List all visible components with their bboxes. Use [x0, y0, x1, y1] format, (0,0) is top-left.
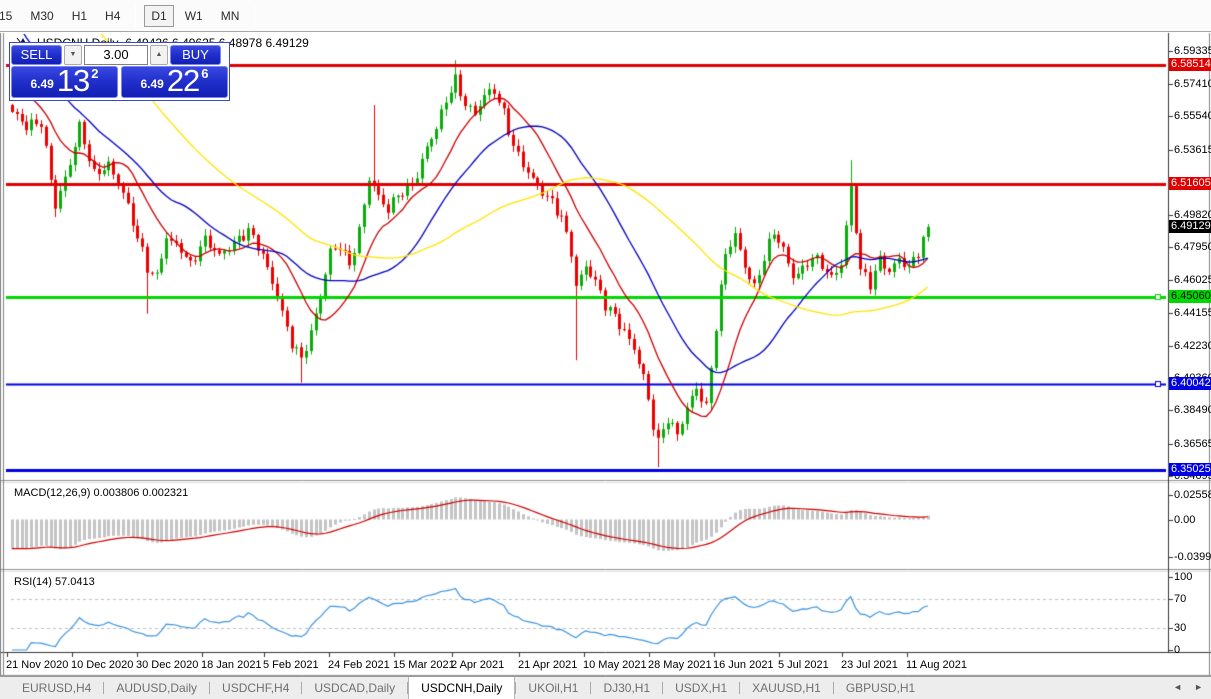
- period-button-15[interactable]: 15: [0, 8, 13, 23]
- tab-usdcad-daily[interactable]: USDCAD,Daily: [314, 681, 396, 695]
- bid-price-sup: 2: [91, 66, 99, 81]
- one-click-trading-panel: SELL ▼ ▲ BUY 6.49 13 2 6.49 22 6: [9, 42, 230, 101]
- axis-tick-label: 6.44155: [1174, 306, 1211, 319]
- axis-tick-label: 0.00: [1174, 513, 1196, 526]
- tab-separator: [832, 682, 834, 694]
- bid-price-big: 13: [56, 63, 90, 98]
- axis-tick-label: 6.47950: [1174, 241, 1211, 254]
- date-tick-label: 15 Mar 2021: [393, 659, 455, 671]
- date-tick-label: 23 Jul 2021: [841, 659, 898, 671]
- date-tick-label: 24 Feb 2021: [328, 659, 390, 671]
- buy-price-button[interactable]: 6.49 22 6: [121, 63, 228, 98]
- toolbar-separator: [254, 4, 256, 27]
- tab-gbpusd-h1[interactable]: GBPUSD,H1: [845, 681, 916, 695]
- axis-tick-label: 6.57410: [1174, 78, 1211, 91]
- date-tick-label: 16 Jun 2021: [713, 659, 774, 671]
- date-tick-label: 10 Dec 2020: [71, 659, 134, 671]
- axis-tick-label: 6.53615: [1174, 143, 1211, 156]
- axis-tick-label: 0.025587: [1174, 489, 1211, 502]
- date-tick-label: 11 Aug 2021: [906, 659, 967, 671]
- tab-separator: [103, 682, 105, 694]
- tab-separator: [407, 682, 409, 694]
- trade-price-row: 6.49 13 2 6.49 22 6: [10, 65, 229, 99]
- period-button-h4[interactable]: H4: [105, 8, 121, 23]
- axis-tick-label: 6.59335: [1174, 45, 1211, 57]
- axis-tick-label: 6.38490: [1174, 404, 1211, 417]
- level-price-label: 6.58514: [1169, 58, 1211, 72]
- tab-usdx-h1[interactable]: USDX,H1: [675, 681, 728, 695]
- toolbar-separator: [135, 4, 137, 27]
- macd-indicator-label: MACD(12,26,9) 0.003806 0.002321: [14, 487, 189, 499]
- date-tick-label: 5 Jul 2021: [778, 659, 829, 671]
- volume-increase-button[interactable]: ▲: [150, 44, 168, 65]
- sell-price-button[interactable]: 6.49 13 2: [11, 63, 118, 98]
- date-tick-label: 5 Feb 2021: [263, 659, 319, 671]
- level-price-label: 6.51605: [1169, 177, 1211, 191]
- tab-eurusd-h4[interactable]: EURUSD,H4: [22, 681, 92, 695]
- tab-separator: [515, 682, 517, 694]
- tab-usdcnh-daily[interactable]: USDCNH,Daily: [408, 677, 516, 699]
- period-button-d1[interactable]: D1: [144, 4, 174, 27]
- sell-button[interactable]: SELL: [11, 44, 62, 65]
- tab-xauusd-h1[interactable]: XAUUSD,H1: [752, 681, 821, 695]
- axis-tick-label: -0.039928: [1174, 551, 1211, 564]
- volume-input[interactable]: [84, 44, 148, 65]
- axis-tick-label: 6.36565: [1174, 437, 1211, 450]
- trade-controls-row: SELL ▼ ▲ BUY: [10, 43, 229, 65]
- period-button-w1[interactable]: W1: [184, 8, 203, 23]
- date-tick-label: 28 May 2021: [648, 659, 712, 671]
- tab-separator: [590, 682, 592, 694]
- axis-tick-label: 0: [1174, 644, 1181, 656]
- ask-price-prefix: 6.49: [140, 77, 164, 91]
- tab-separator: [739, 682, 741, 694]
- rsi-indicator-label: RSI(14) 57.0413: [14, 576, 95, 588]
- level-price-label: 6.40042: [1169, 376, 1211, 390]
- buy-button[interactable]: BUY: [170, 44, 221, 65]
- ask-price-big: 22: [166, 63, 200, 98]
- tab-separator: [209, 682, 211, 694]
- tab-scroll-right-icon[interactable]: ►: [1194, 682, 1203, 692]
- volume-decrease-button[interactable]: ▼: [64, 44, 82, 65]
- axis-tick-label: 70: [1174, 592, 1187, 605]
- tab-dj30-h1[interactable]: DJ30,H1: [603, 681, 651, 695]
- tab-audusd-daily[interactable]: AUDUSD,Daily: [116, 681, 198, 695]
- date-tick-label: 30 Dec 2020: [136, 659, 199, 671]
- tab-separator: [301, 682, 303, 694]
- period-toolbar: 15 M30 H1 H4 D1 W1 MN: [0, 0, 1211, 32]
- current-price-label: 6.49129: [1169, 219, 1211, 233]
- symbol-tab-bar: EURUSD,H4 AUDUSD,Daily USDCHF,H4 USDCAD,Dai…: [0, 676, 1211, 699]
- period-button-h1[interactable]: H1: [71, 8, 88, 23]
- axis-tick-label: 6.55540: [1174, 110, 1211, 123]
- period-button-mn[interactable]: MN: [220, 8, 240, 23]
- axis-tick-label: 6.49820: [1174, 209, 1211, 222]
- tab-usdchf-h4[interactable]: USDCHF,H4: [222, 681, 290, 695]
- tab-scroll-left-icon[interactable]: ◄: [1173, 682, 1183, 692]
- axis-tick-label: 100: [1174, 571, 1193, 583]
- ask-price-sup: 6: [201, 66, 209, 81]
- date-tick-label: 10 May 2021: [583, 659, 647, 671]
- period-button-m30[interactable]: M30: [30, 8, 54, 23]
- level-price-label: 6.45060: [1169, 290, 1211, 304]
- axis-tick-label: 6.46025: [1174, 274, 1211, 287]
- axis-tick-label: 6.42230: [1174, 339, 1211, 352]
- axis-tick-label: 30: [1174, 622, 1187, 635]
- date-tick-label: 21 Apr 2021: [518, 659, 578, 671]
- level-price-label: 6.35025: [1169, 463, 1211, 477]
- date-tick-label: 2 Apr 2021: [451, 659, 505, 671]
- tab-separator: [662, 682, 664, 694]
- tab-scroll-arrows: ◄ ►: [1173, 682, 1203, 692]
- bid-price-prefix: 6.49: [30, 77, 54, 91]
- tab-ukoil-h1[interactable]: UKOil,H1: [528, 681, 579, 695]
- date-tick-label: 18 Jan 2021: [201, 659, 262, 671]
- date-tick-label: 21 Nov 2020: [6, 659, 69, 671]
